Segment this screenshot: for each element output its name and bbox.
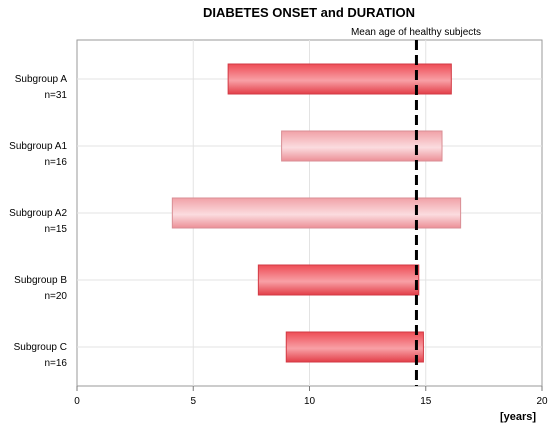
bars — [171, 63, 462, 363]
y-category-count: n=31 — [44, 90, 67, 101]
y-category-count: n=15 — [44, 224, 67, 235]
x-tick-label: 0 — [74, 396, 80, 407]
x-axis-unit: [years] — [500, 411, 536, 423]
x-tick-label: 5 — [190, 396, 196, 407]
y-category-label: Subgroup A2 — [9, 208, 67, 219]
reference-line-group: Mean age of healthy subjects — [351, 27, 481, 386]
chart-title: DIABETES ONSET and DURATION — [203, 5, 415, 20]
bar-subgroup-a2 — [171, 197, 462, 229]
y-category-label: Subgroup C — [14, 342, 67, 353]
x-tick-label: 10 — [304, 396, 316, 407]
x-tick-label: 15 — [420, 396, 432, 407]
bar-subgroup-a — [227, 63, 452, 95]
y-category-count: n=16 — [44, 157, 67, 168]
reference-line-label: Mean age of healthy subjects — [351, 27, 481, 38]
y-category-label: Subgroup B — [14, 275, 67, 286]
x-axis-ticks: 0 5 10 15 20 — [74, 386, 548, 407]
y-category-count: n=20 — [44, 291, 67, 302]
bar-subgroup-a1 — [281, 130, 443, 162]
y-category-label: Subgroup A — [15, 74, 68, 85]
y-category-label: Subgroup A1 — [9, 141, 67, 152]
x-tick-label: 20 — [536, 396, 548, 407]
y-axis-labels: Subgroup A n=31 Subgroup A1 n=16 Subgroup A2… — [9, 74, 67, 369]
y-category-count: n=16 — [44, 358, 67, 369]
bar-subgroup-c — [285, 331, 424, 363]
bar-subgroup-b — [257, 264, 420, 296]
